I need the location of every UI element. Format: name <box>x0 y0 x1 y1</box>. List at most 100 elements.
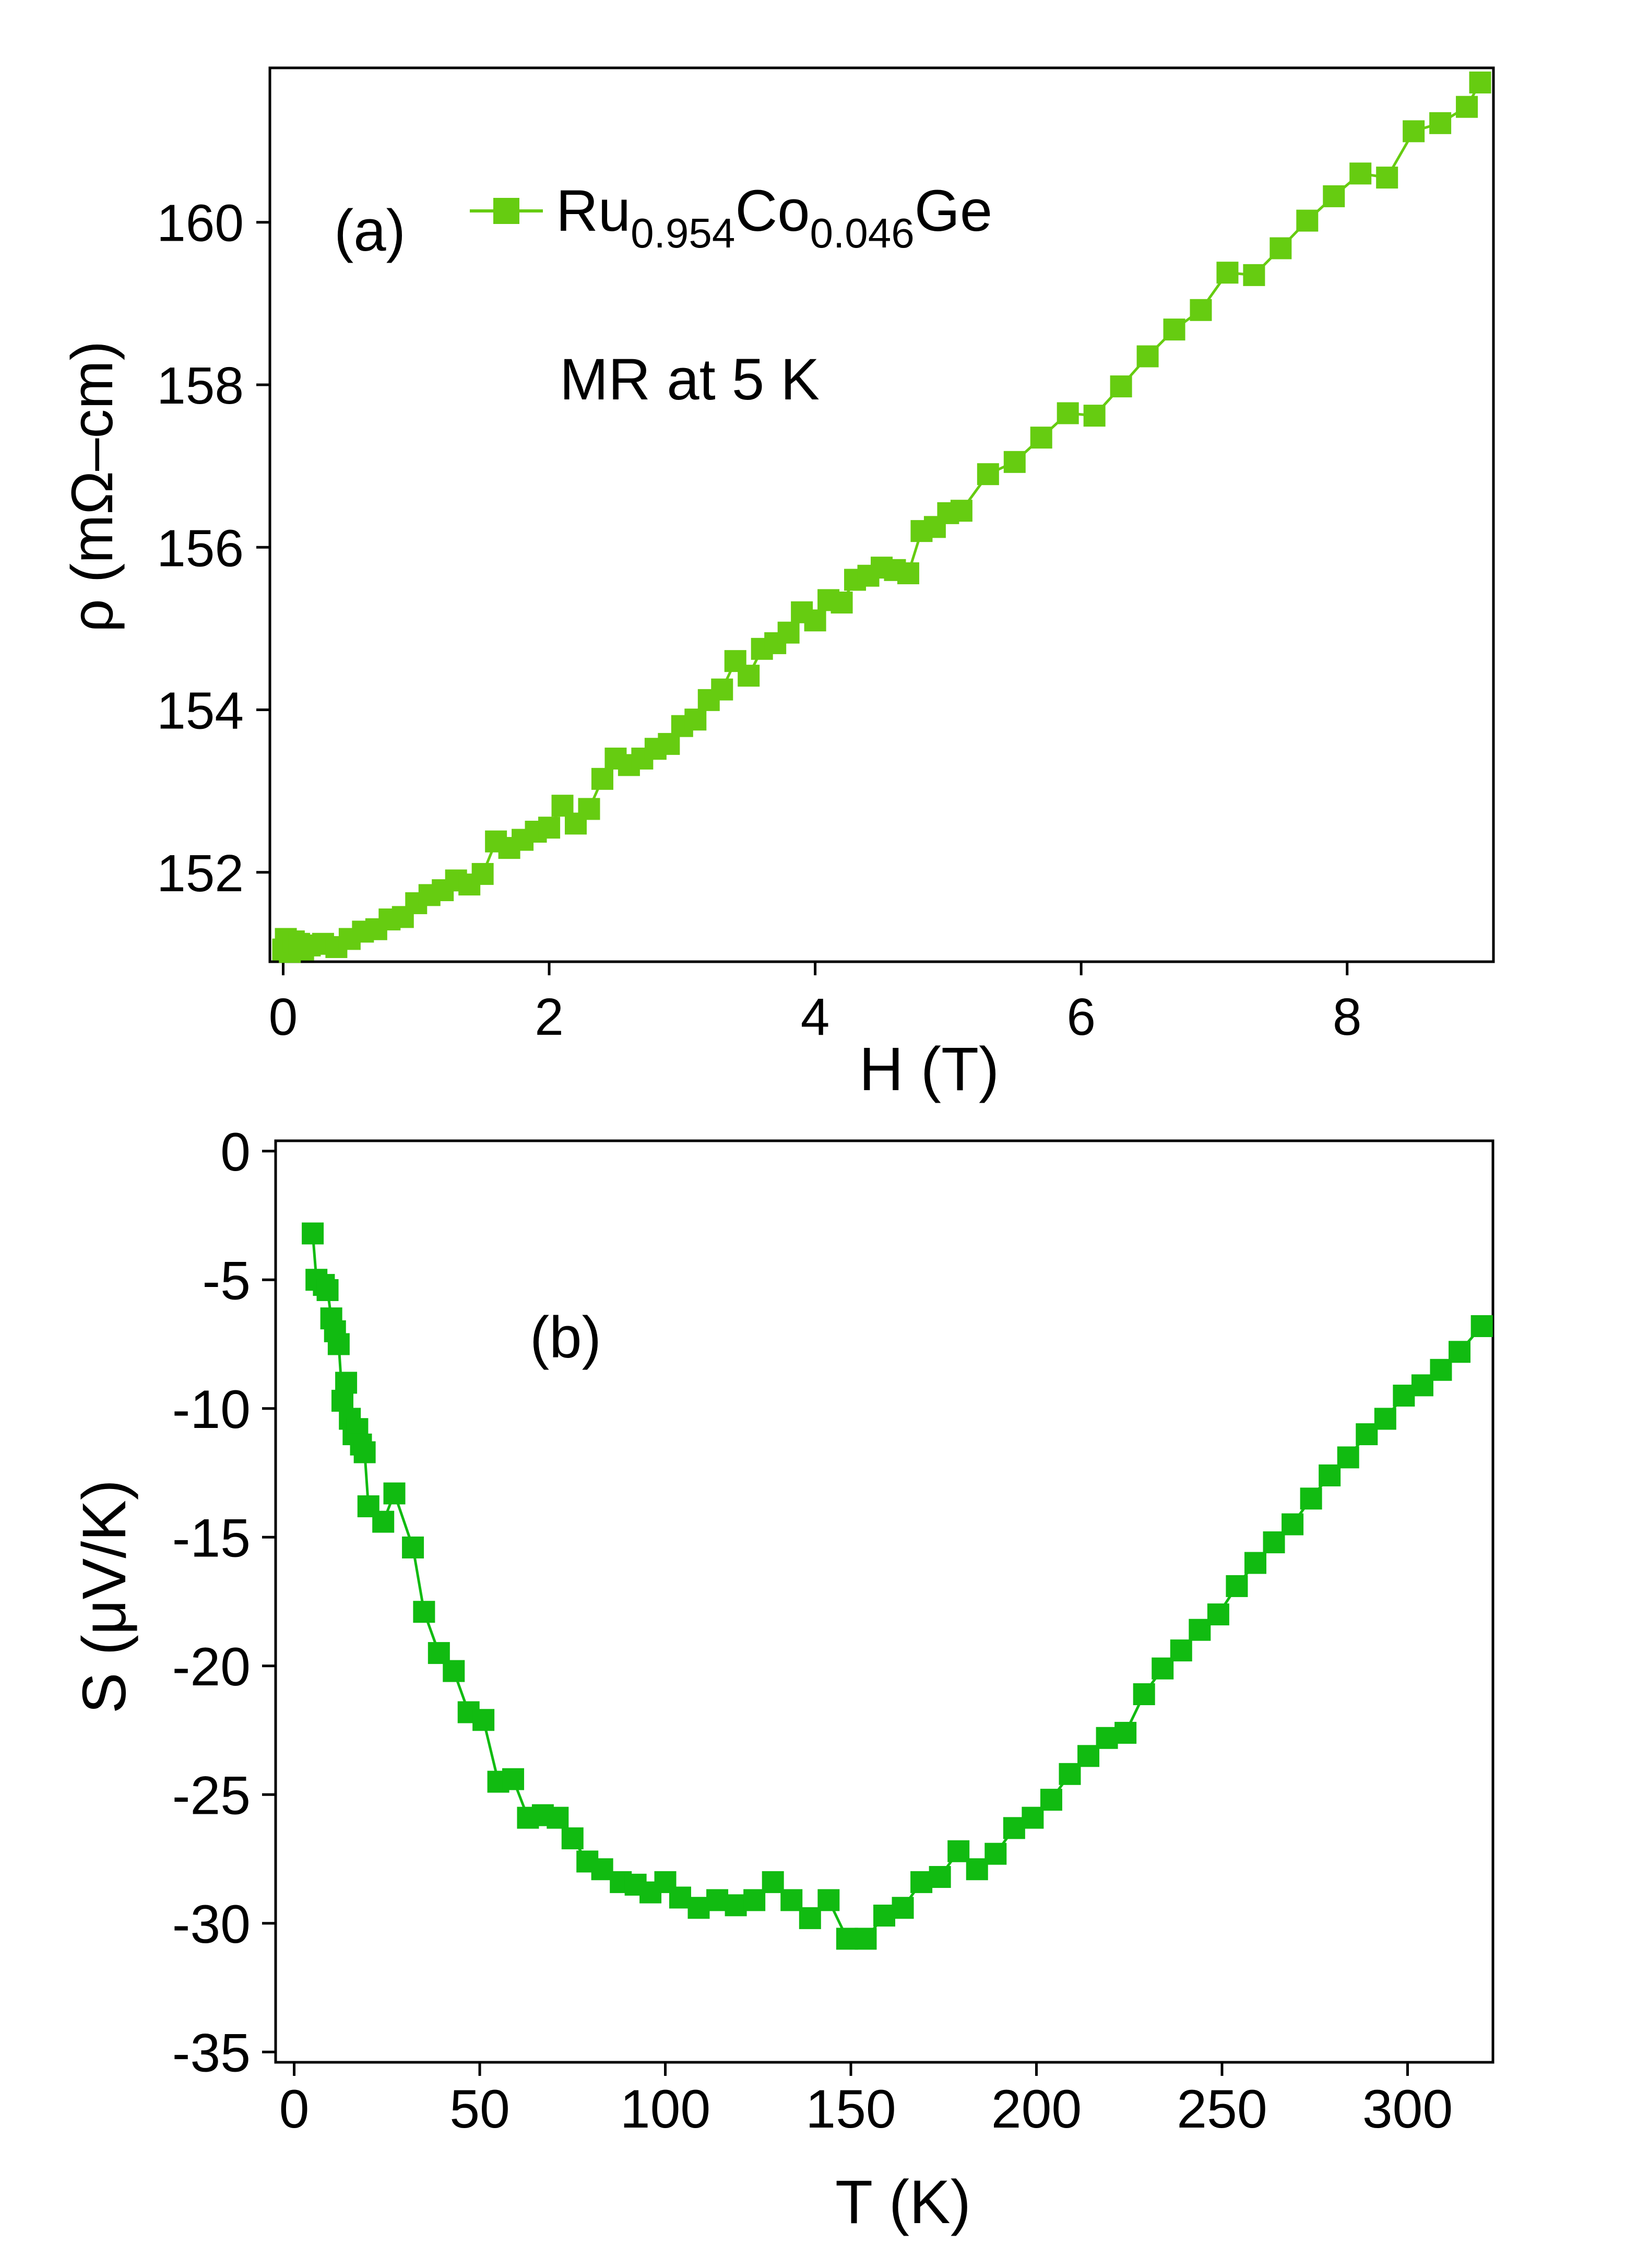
data-point <box>1114 1721 1137 1744</box>
legend-marker-sample <box>493 198 519 224</box>
data-point <box>402 1536 424 1558</box>
data-point <box>502 1768 525 1790</box>
data-point <box>1430 1359 1452 1381</box>
panel-a-y-axis-title: ρ (mΩ–cm) <box>60 341 125 632</box>
data-point <box>413 1601 435 1623</box>
data-point <box>1337 1446 1359 1469</box>
legend-text-ru: Ru <box>556 178 631 243</box>
data-point <box>1319 1464 1341 1486</box>
data-point <box>1083 405 1106 427</box>
panel-a-annotation: MR at 5 K <box>560 347 820 412</box>
panel-b-y-ticks: 0 -5 -10 -15 -20 -25 -30 -35 <box>172 1122 276 2084</box>
data-point <box>892 1897 914 1919</box>
data-point <box>929 1866 951 1888</box>
data-point <box>836 1928 858 1950</box>
data-point <box>1393 1385 1415 1407</box>
y-tick-label: 0 <box>220 1122 251 1183</box>
panel-b-x-ticks: 0 50 100 150 200 250 300 <box>279 2062 1453 2140</box>
x-tick-label: 150 <box>805 2079 896 2140</box>
x-tick-label: 8 <box>1333 988 1362 1046</box>
data-point <box>443 1660 465 1682</box>
data-point <box>950 500 972 522</box>
data-point <box>353 1441 376 1463</box>
panel-b-data-series <box>302 1222 1493 1950</box>
data-point <box>1470 1315 1493 1337</box>
data-point <box>591 1858 613 1881</box>
data-point <box>335 1372 358 1394</box>
data-point <box>977 463 999 486</box>
data-point <box>1133 1683 1155 1705</box>
data-point <box>780 1889 803 1911</box>
data-point <box>817 1889 840 1911</box>
panel-a-x-ticks: 0 2 4 6 8 <box>269 962 1362 1046</box>
data-point <box>873 1904 895 1927</box>
data-point <box>1189 1619 1211 1641</box>
data-point <box>687 1897 710 1919</box>
data-point <box>561 1827 584 1850</box>
data-point <box>372 1510 395 1533</box>
panel-a-y-ticks: 152 154 156 158 160 <box>157 194 270 903</box>
y-tick-label: -10 <box>172 1379 251 1440</box>
data-point <box>472 1709 495 1731</box>
data-point <box>1429 112 1452 134</box>
data-point <box>725 1894 747 1917</box>
data-point <box>1022 1806 1044 1829</box>
x-tick-label: 300 <box>1362 2079 1453 2140</box>
data-point <box>327 1333 350 1355</box>
data-point <box>1136 345 1159 368</box>
data-point <box>706 1889 729 1911</box>
y-tick-label: 158 <box>157 357 244 415</box>
panel-a-plot-frame <box>268 66 1495 963</box>
y-tick-label: -25 <box>172 1766 251 1826</box>
legend-text-ge: Ge <box>915 178 992 243</box>
data-point <box>1469 72 1491 94</box>
data-point <box>1374 1408 1396 1430</box>
data-point <box>1163 318 1185 341</box>
y-tick-label: 154 <box>157 682 244 740</box>
data-point <box>1263 1531 1285 1554</box>
legend-text-co: Co <box>735 178 810 243</box>
legend-text-sub-2: 0.046 <box>810 210 915 256</box>
y-tick-label: 160 <box>157 194 244 253</box>
data-point <box>1456 96 1478 118</box>
data-point <box>471 863 494 885</box>
data-point <box>383 1482 406 1505</box>
data-point <box>1296 209 1319 232</box>
data-point <box>804 609 826 632</box>
x-tick-label: 250 <box>1177 2079 1267 2140</box>
panel-a-x-axis-title: H (T) <box>859 1035 1000 1104</box>
y-tick-label: -20 <box>172 1637 251 1697</box>
data-point <box>316 1279 339 1301</box>
data-point <box>578 798 600 820</box>
panel-b-seebeck-chart: 0 50 100 150 200 250 300 0 -5 -10 -15 -20 -25 -30 -35… <box>70 1122 1494 2237</box>
data-point <box>1059 1763 1081 1785</box>
y-tick-label: 156 <box>157 519 244 577</box>
x-tick-label: 6 <box>1066 988 1096 1046</box>
y-tick-label: -5 <box>203 1251 251 1312</box>
data-point <box>743 1889 766 1911</box>
y-tick-label: -30 <box>172 1894 251 1955</box>
data-point <box>1349 162 1372 185</box>
data-point <box>1040 1789 1062 1811</box>
series-line <box>311 1233 1483 1940</box>
legend-text-sub-1: 0.954 <box>631 210 735 256</box>
data-point <box>591 767 613 790</box>
data-point <box>1216 262 1239 284</box>
data-point <box>966 1858 988 1881</box>
x-tick-label: 2 <box>535 988 564 1046</box>
data-point <box>831 592 853 614</box>
data-point <box>1282 1513 1304 1535</box>
data-point <box>1226 1575 1248 1597</box>
data-point <box>1300 1487 1322 1510</box>
panel-b-x-axis-title: T (K) <box>835 2168 971 2237</box>
data-point <box>302 1222 324 1245</box>
panel-a-data-series <box>272 72 1491 963</box>
data-point <box>1003 1817 1025 1839</box>
data-point <box>669 1886 691 1909</box>
data-point <box>1403 120 1425 143</box>
data-point <box>1356 1423 1378 1446</box>
data-point <box>538 817 561 839</box>
data-point <box>1190 299 1212 321</box>
data-point <box>1243 264 1265 286</box>
